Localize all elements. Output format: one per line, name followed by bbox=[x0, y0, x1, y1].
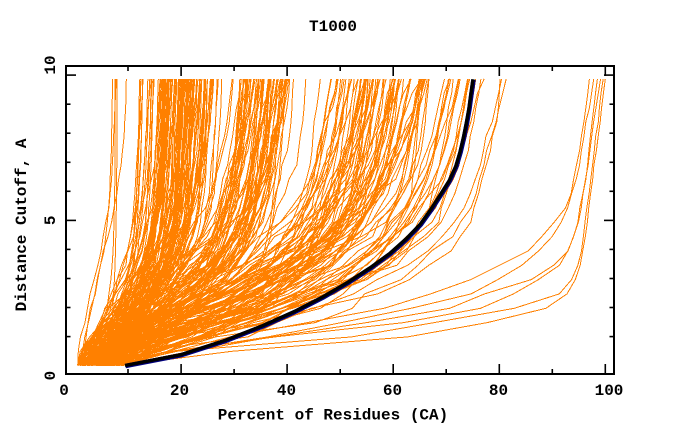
svg-text:10: 10 bbox=[42, 55, 60, 74]
svg-text:40: 40 bbox=[277, 382, 296, 400]
svg-text:Distance Cutoff, A: Distance Cutoff, A bbox=[13, 138, 31, 311]
svg-text:60: 60 bbox=[383, 382, 402, 400]
svg-text:20: 20 bbox=[170, 382, 189, 400]
svg-text:Percent of Residues (CA): Percent of Residues (CA) bbox=[218, 407, 448, 425]
svg-text:0: 0 bbox=[42, 371, 60, 381]
svg-text:5: 5 bbox=[42, 215, 60, 225]
svg-text:100: 100 bbox=[595, 382, 624, 400]
svg-text:0: 0 bbox=[59, 382, 69, 400]
svg-text:T1000: T1000 bbox=[309, 18, 357, 36]
svg-text:80: 80 bbox=[489, 382, 508, 400]
